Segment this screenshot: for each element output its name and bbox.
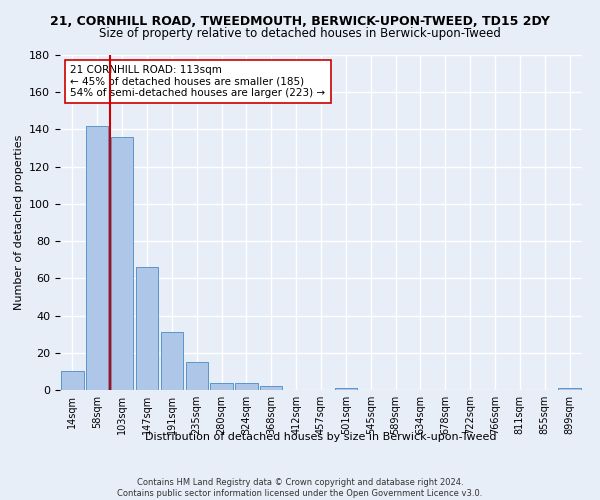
Bar — [559, 388, 581, 390]
Text: Distribution of detached houses by size in Berwick-upon-Tweed: Distribution of detached houses by size … — [145, 432, 497, 442]
Y-axis label: Number of detached properties: Number of detached properties — [14, 135, 23, 310]
Bar — [136, 267, 158, 390]
Text: 21 CORNHILL ROAD: 113sqm
← 45% of detached houses are smaller (185)
54% of semi-: 21 CORNHILL ROAD: 113sqm ← 45% of detach… — [70, 65, 326, 98]
Bar — [86, 126, 109, 390]
Text: 21, CORNHILL ROAD, TWEEDMOUTH, BERWICK-UPON-TWEED, TD15 2DY: 21, CORNHILL ROAD, TWEEDMOUTH, BERWICK-U… — [50, 15, 550, 28]
Bar — [185, 362, 208, 390]
Bar — [335, 388, 357, 390]
Bar — [260, 386, 283, 390]
Bar — [111, 137, 133, 390]
Bar — [61, 372, 83, 390]
Text: Contains HM Land Registry data © Crown copyright and database right 2024.
Contai: Contains HM Land Registry data © Crown c… — [118, 478, 482, 498]
Bar — [161, 332, 183, 390]
Bar — [235, 382, 257, 390]
Text: Size of property relative to detached houses in Berwick-upon-Tweed: Size of property relative to detached ho… — [99, 28, 501, 40]
Bar — [211, 382, 233, 390]
